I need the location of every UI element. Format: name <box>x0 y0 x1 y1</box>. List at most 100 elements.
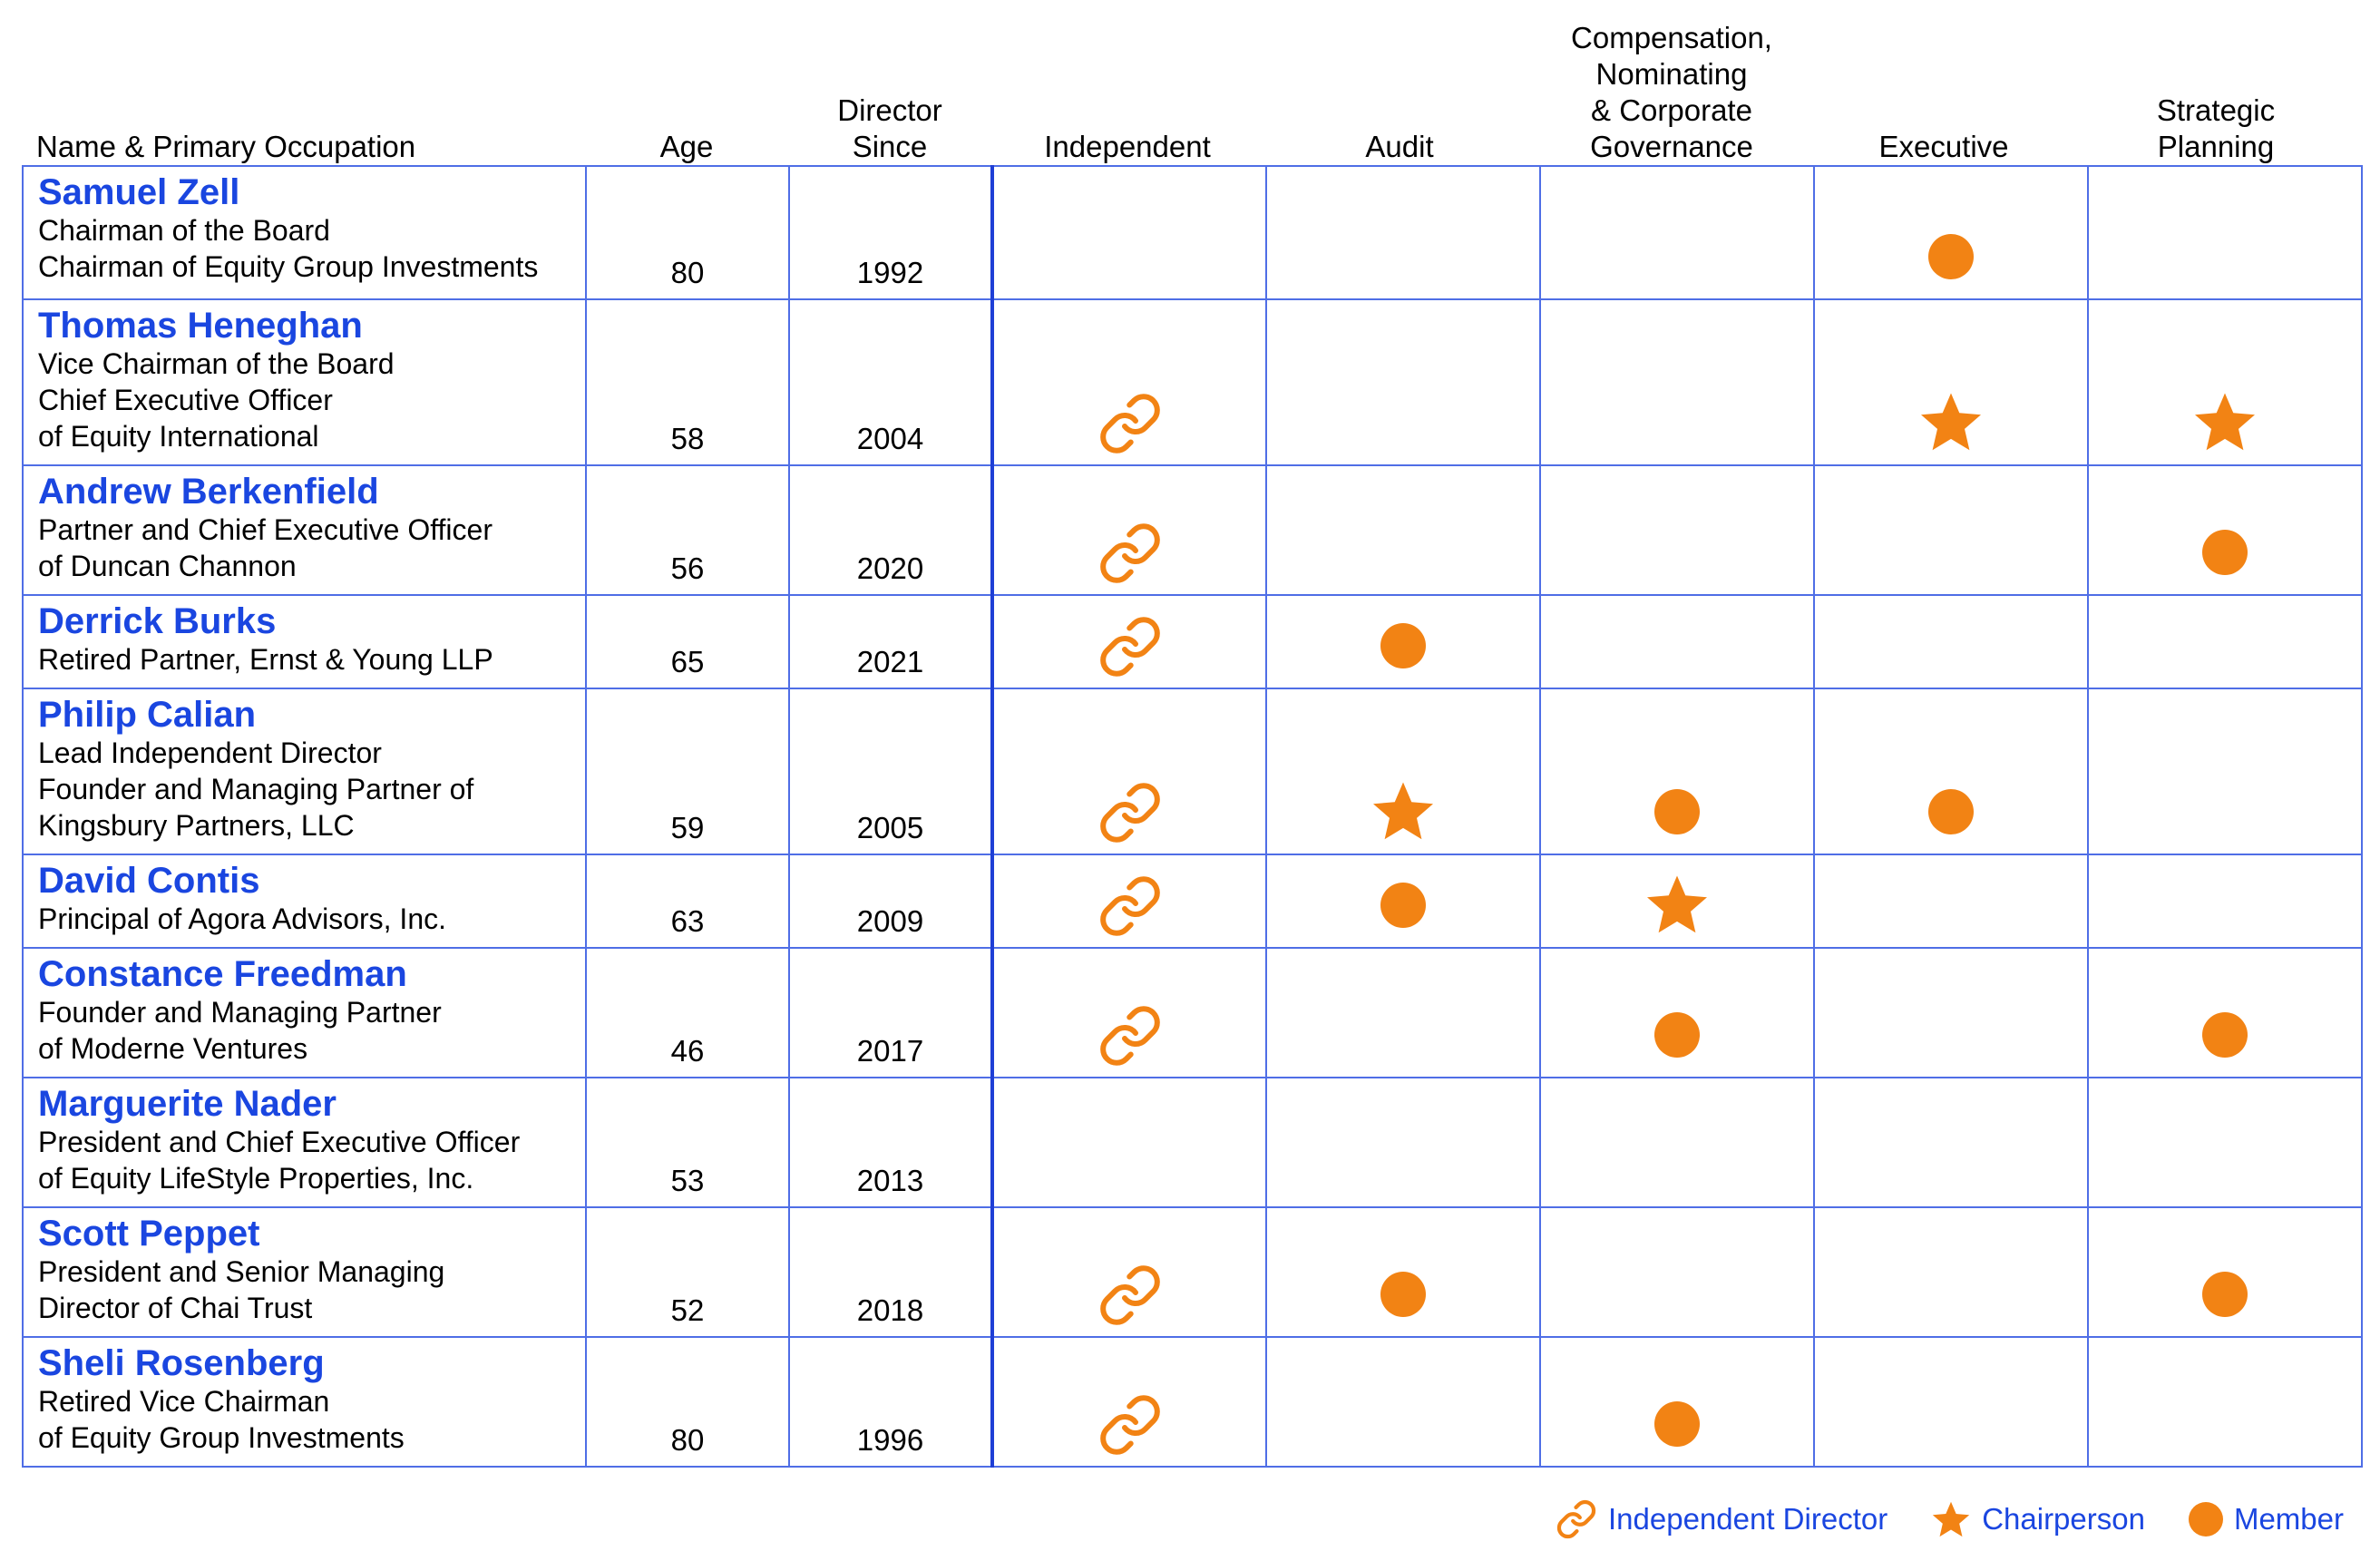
board-committee-table: Samuel Zell Chairman of the Board Chairman… <box>22 165 2363 1468</box>
cng-cell <box>1539 947 1815 1078</box>
link-icon <box>1097 521 1163 586</box>
link-icon <box>1097 391 1163 456</box>
table-row: Andrew Berkenfield Partner and Chief Exec… <box>22 464 2363 596</box>
cng-cell <box>1539 165 1815 300</box>
director-name: Derrick Burks <box>38 601 277 641</box>
legend-chair: Chairperson <box>1931 1499 2145 1539</box>
strategic-cell <box>2087 688 2363 855</box>
executive-cell <box>1813 947 2089 1078</box>
director-occupation: Founder and Managing Partner <box>38 996 442 1029</box>
executive-cell <box>1813 165 2089 300</box>
director-occupation: of Moderne Ventures <box>38 1032 308 1065</box>
director-occupation: Vice Chairman of the Board <box>38 347 395 380</box>
age-cell: 65 <box>585 594 790 689</box>
director-occupation: President and Senior Managing <box>38 1255 445 1288</box>
independent-cell <box>991 1206 1267 1338</box>
independent-cell <box>991 594 1267 689</box>
strategic-cell <box>2087 1336 2363 1468</box>
star-icon <box>2192 389 2258 454</box>
executive-cell <box>1813 1206 2089 1338</box>
director-name: Thomas Heneghan <box>38 306 363 346</box>
circle-icon <box>1654 789 1700 834</box>
link-icon <box>1097 1392 1163 1458</box>
table-row: Thomas Heneghan Vice Chairman of the Boar… <box>22 298 2363 466</box>
director-name: Constance Freedman <box>38 954 407 994</box>
cng-cell <box>1539 298 1815 466</box>
executive-cell <box>1813 464 2089 596</box>
independent-cell <box>991 854 1267 949</box>
director-since-cell: 2013 <box>788 1077 994 1208</box>
executive-cell <box>1813 854 2089 949</box>
age-cell: 56 <box>585 464 790 596</box>
table-row: Philip Calian Lead Independent Director Fo… <box>22 688 2363 855</box>
circle-icon <box>1380 883 1426 928</box>
director-cell: Derrick Burks Retired Partner, Ernst & Yo… <box>22 594 587 689</box>
strategic-cell <box>2087 594 2363 689</box>
independent-cell <box>991 1077 1267 1208</box>
independent-cell <box>991 947 1267 1078</box>
star-icon <box>1931 1499 1971 1539</box>
director-occupation: of Equity LifeStyle Properties, Inc. <box>38 1162 474 1195</box>
circle-icon <box>1654 1012 1700 1058</box>
header-name: Name & Primary Occupation <box>36 130 416 163</box>
director-cell: Sheli Rosenberg Retired Vice Chairman of E… <box>22 1336 587 1468</box>
director-name: Sheli Rosenberg <box>38 1343 325 1383</box>
header-age: Age <box>659 130 714 163</box>
link-icon <box>1097 614 1163 679</box>
table-row: David Contis Principal of Agora Advisors,… <box>22 854 2363 949</box>
director-occupation: President and Chief Executive Officer <box>38 1126 521 1158</box>
director-name: David Contis <box>38 861 260 901</box>
strategic-cell <box>2087 854 2363 949</box>
director-occupation: Retired Vice Chairman <box>38 1385 330 1418</box>
table-header: Name & Primary Occupation Age Director Si… <box>0 0 2380 165</box>
audit-cell <box>1265 1206 1541 1338</box>
age-cell: 58 <box>585 298 790 466</box>
executive-cell <box>1813 1336 2089 1468</box>
link-icon <box>1097 1263 1163 1328</box>
director-cell: David Contis Principal of Agora Advisors,… <box>22 854 587 949</box>
strategic-cell <box>2087 298 2363 466</box>
independent-cell <box>991 298 1267 466</box>
director-since-cell: 2009 <box>788 854 994 949</box>
circle-icon <box>1654 1401 1700 1447</box>
circle-icon <box>1928 234 1974 279</box>
table-row: Marguerite Nader President and Chief Exec… <box>22 1077 2363 1208</box>
director-occupation: Retired Partner, Ernst & Young LLP <box>38 643 493 676</box>
director-occupation: Principal of Agora Advisors, Inc. <box>38 902 446 935</box>
link-icon <box>1097 873 1163 939</box>
director-occupation: of Duncan Channon <box>38 550 297 582</box>
director-occupation: Chief Executive Officer <box>38 384 333 416</box>
director-since-cell: 1996 <box>788 1336 994 1468</box>
cng-cell <box>1539 854 1815 949</box>
header-audit: Audit <box>1365 130 1434 163</box>
age-cell: 46 <box>585 947 790 1078</box>
director-occupation: Chairman of Equity Group Investments <box>38 250 539 283</box>
director-occupation: Director of Chai Trust <box>38 1292 313 1324</box>
independent-cell <box>991 165 1267 300</box>
age-cell: 52 <box>585 1206 790 1338</box>
director-since-cell: 1992 <box>788 165 994 300</box>
director-occupation: Kingsbury Partners, LLC <box>38 809 355 842</box>
director-occupation: Lead Independent Director <box>38 737 382 769</box>
circle-icon <box>2202 1272 2248 1317</box>
strategic-cell <box>2087 1206 2363 1338</box>
director-cell: Marguerite Nader President and Chief Exec… <box>22 1077 587 1208</box>
audit-cell <box>1265 594 1541 689</box>
audit-cell <box>1265 165 1541 300</box>
table-row: Samuel Zell Chairman of the Board Chairman… <box>22 165 2363 300</box>
circle-icon <box>1928 789 1974 834</box>
director-since-cell: 2018 <box>788 1206 994 1338</box>
age-cell: 80 <box>585 1336 790 1468</box>
director-cell: Thomas Heneghan Vice Chairman of the Boar… <box>22 298 587 466</box>
header-independent: Independent <box>1044 130 1211 163</box>
cng-cell <box>1539 1336 1815 1468</box>
director-occupation: of Equity Group Investments <box>38 1421 405 1454</box>
legend-independent-label: Independent Director <box>1608 1502 1888 1536</box>
cng-cell <box>1539 688 1815 855</box>
star-icon <box>1370 778 1436 844</box>
legend-independent: Independent Director <box>1556 1498 1887 1540</box>
header-cng: Compensation, Nominating & Corporate Govern… <box>1571 21 1772 163</box>
age-cell: 59 <box>585 688 790 855</box>
strategic-cell <box>2087 947 2363 1078</box>
strategic-cell <box>2087 1077 2363 1208</box>
